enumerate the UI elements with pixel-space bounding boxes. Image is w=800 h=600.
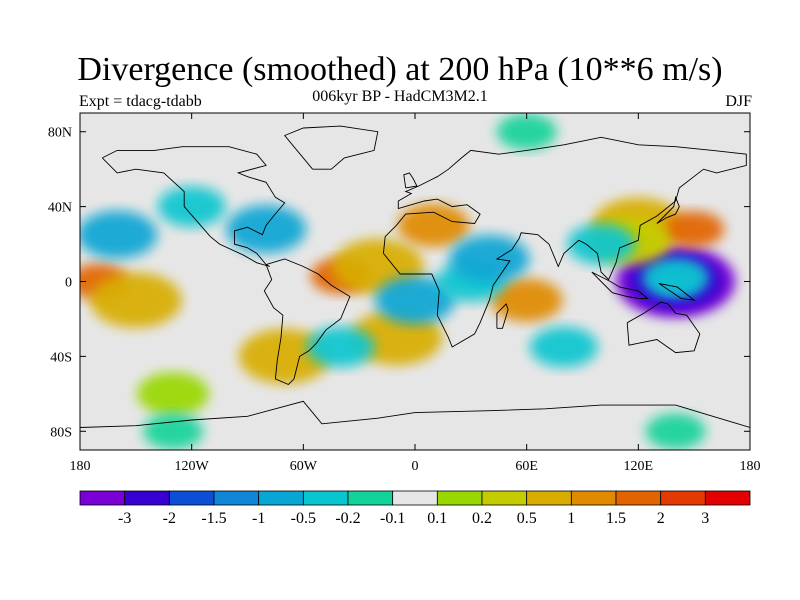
anomaly-region <box>664 211 725 248</box>
colorbar-swatch <box>570 490 617 506</box>
colorbar-swatch <box>79 490 126 506</box>
lon-tick-label: 0 <box>412 459 419 474</box>
anomaly-region <box>89 272 182 328</box>
colorbar-label: 1.5 <box>606 510 626 527</box>
lat-tick-label: 80S <box>50 425 72 440</box>
lon-tick-label: 120W <box>175 459 210 474</box>
coastline-south-america <box>263 258 351 386</box>
season-label: DJF <box>725 93 752 110</box>
colorbar-swatch <box>347 490 394 506</box>
colorbar-swatch <box>168 490 215 506</box>
anomaly-region <box>496 113 557 150</box>
colorbar-label: -0.1 <box>380 510 405 527</box>
colorbar-swatch <box>392 490 438 506</box>
colorbar-label: 0.5 <box>517 510 537 527</box>
colorbar-swatch <box>481 490 528 506</box>
colorbar-label: -0.5 <box>291 510 316 527</box>
lat-tick-label: 40N <box>48 201 72 216</box>
anomaly-region <box>306 326 375 368</box>
colorbar-swatch <box>302 490 349 506</box>
colorbar-swatch <box>526 490 572 506</box>
coastline-north-america <box>101 146 286 267</box>
map-title: Divergence (smoothed) at 200 hPa (10**6 … <box>77 51 723 88</box>
experiment-label: Expt = tdacg-tdabb <box>79 93 202 110</box>
colorbar-label: -1.5 <box>201 510 226 527</box>
coastline-greenland <box>283 125 379 170</box>
anomaly-region <box>80 210 158 259</box>
anomaly-region <box>226 205 307 254</box>
colorbar-swatch <box>615 490 662 506</box>
coastlines <box>80 125 750 428</box>
map-plot-area <box>79 112 751 451</box>
coastline-madagascar <box>496 303 509 329</box>
colorbar-label: 0.2 <box>472 510 492 527</box>
lat-tick-label: 0 <box>65 276 72 291</box>
colorbar: -3 -2 -1.5 -1 -0.5 -0.2 -0.1 0.1 0.2 0.5 1 1.5 2 3 <box>79 490 751 527</box>
colorbar-swatch <box>258 490 304 506</box>
map-subtitle: 006kyr BP - HadCM3M2.1 <box>312 88 488 105</box>
coastline-australia <box>626 301 701 354</box>
anomaly-region <box>375 276 455 325</box>
colorbar-label: -2 <box>163 510 176 527</box>
anomaly-region <box>567 223 636 265</box>
anomaly-region <box>490 278 563 322</box>
coastline-indonesia <box>591 271 649 299</box>
colorbar-label: 3 <box>701 510 709 527</box>
colorbar-label: 0.1 <box>427 510 447 527</box>
coastline-africa-eurasia <box>382 136 747 348</box>
anomaly-region <box>645 413 706 450</box>
colorbar-swatch <box>660 490 706 506</box>
divergence-field <box>80 113 736 450</box>
anomaly-region <box>137 372 210 416</box>
lon-tick-label: 180 <box>740 459 761 474</box>
lon-tick-label: 60W <box>290 459 318 474</box>
coastline-uk <box>403 172 418 189</box>
lon-tick-label: 180 <box>70 459 91 474</box>
colorbar-swatch <box>124 490 170 506</box>
lon-tick-label: 120E <box>624 459 654 474</box>
lat-tick-label: 40S <box>50 350 72 365</box>
colorbar-swatch <box>213 490 260 506</box>
anomaly-region <box>449 235 530 283</box>
colorbar-label: 2 <box>657 510 665 527</box>
anomaly-region <box>397 203 470 247</box>
coastline-antarctica <box>80 400 750 428</box>
colorbar-label: -3 <box>118 510 131 527</box>
anomaly-region <box>529 326 598 368</box>
colorbar-label: -1 <box>252 510 265 527</box>
colorbar-label: -0.2 <box>335 510 360 527</box>
colorbar-label: 1 <box>567 510 575 527</box>
coastline-new-guinea <box>658 282 696 301</box>
colorbar-swatch <box>704 490 751 506</box>
anomaly-region <box>157 186 226 228</box>
coastline-japan <box>656 195 680 224</box>
lon-tick-label: 60E <box>515 459 538 474</box>
anomaly-region <box>641 257 710 299</box>
lat-tick-label: 80N <box>48 126 72 141</box>
map-axes: 80N 40N 0 40S 80S 180 120W 60W 0 60E 120E 180 <box>48 113 761 474</box>
colorbar-swatch <box>436 490 483 506</box>
anomaly-region <box>143 413 204 450</box>
